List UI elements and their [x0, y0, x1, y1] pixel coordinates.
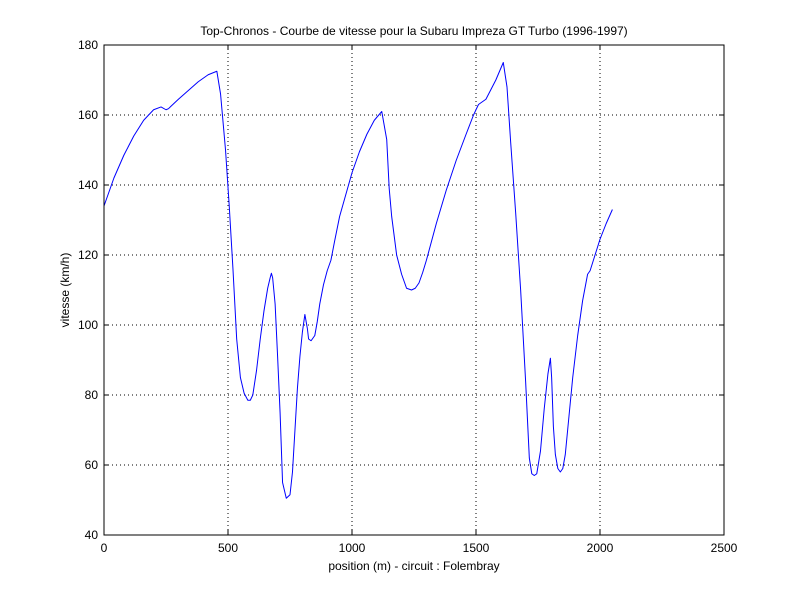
x-tick-label: 2500 — [711, 541, 738, 555]
y-axis-label: vitesse (km/h) — [58, 253, 72, 328]
y-tick-label: 120 — [78, 248, 98, 262]
y-tick-label: 80 — [85, 388, 99, 402]
y-tick-label: 140 — [78, 178, 98, 192]
x-tick-label: 0 — [101, 541, 108, 555]
axes-box — [103, 44, 725, 536]
ticks: 0 500 1000 1500 2000 2500 40 60 80 100 120 140 160 18… — [78, 38, 738, 555]
speed-line — [103, 62, 613, 499]
y-tick-label: 60 — [85, 458, 99, 472]
grid-lines — [104, 45, 724, 535]
y-tick-label: 180 — [78, 38, 98, 52]
y-tick-label: 160 — [78, 108, 98, 122]
y-tick-label: 100 — [78, 318, 98, 332]
speed-series — [103, 62, 613, 499]
x-tick-label: 1500 — [463, 541, 490, 555]
x-tick-label: 1000 — [339, 541, 366, 555]
chart-title: Top-Chronos - Courbe de vitesse pour la … — [200, 24, 627, 38]
x-tick-label: 500 — [218, 541, 238, 555]
x-tick-label: 2000 — [587, 541, 614, 555]
x-axis-label: position (m) - circuit : Folembray — [328, 559, 499, 573]
y-tick-label: 40 — [85, 528, 99, 542]
plot-area — [104, 45, 724, 535]
